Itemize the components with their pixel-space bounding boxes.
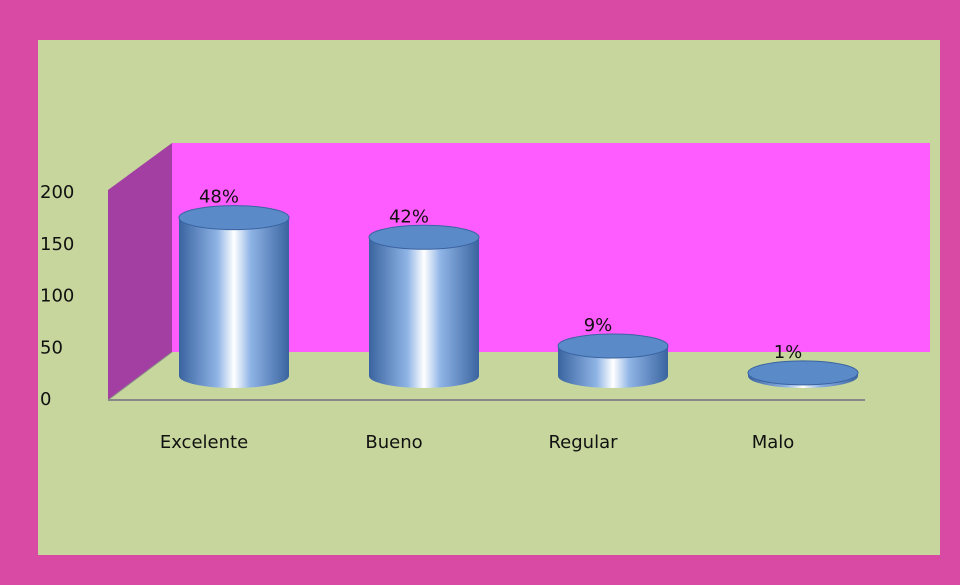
y-tick-label: 50 (40, 337, 63, 358)
bar (747, 360, 859, 388)
back-wall (172, 143, 930, 352)
bar-top (747, 360, 859, 386)
x-tick-label: Regular (548, 432, 618, 453)
x-tick-label: Bueno (365, 432, 422, 453)
data-label: 48% (199, 187, 239, 208)
bar (557, 333, 669, 388)
y-tick-label: 100 (40, 286, 74, 307)
bar-top (557, 333, 669, 359)
data-label: 1% (774, 342, 803, 363)
y-tick-label: 0 (40, 389, 51, 410)
bar (178, 205, 290, 388)
bar-body (369, 237, 479, 388)
bar (368, 224, 480, 388)
data-label: 9% (584, 315, 613, 336)
bar-body (179, 217, 289, 388)
x-tick-label: Excelente (160, 432, 248, 453)
x-tick-label: Malo (752, 432, 795, 453)
bar-top (178, 205, 290, 231)
y-tick-label: 200 (40, 182, 74, 203)
y-tick-label: 150 (40, 234, 74, 255)
bar-top (368, 224, 480, 250)
side-wall (108, 143, 172, 400)
floor-edge (107, 351, 173, 401)
data-label: 42% (389, 206, 429, 227)
